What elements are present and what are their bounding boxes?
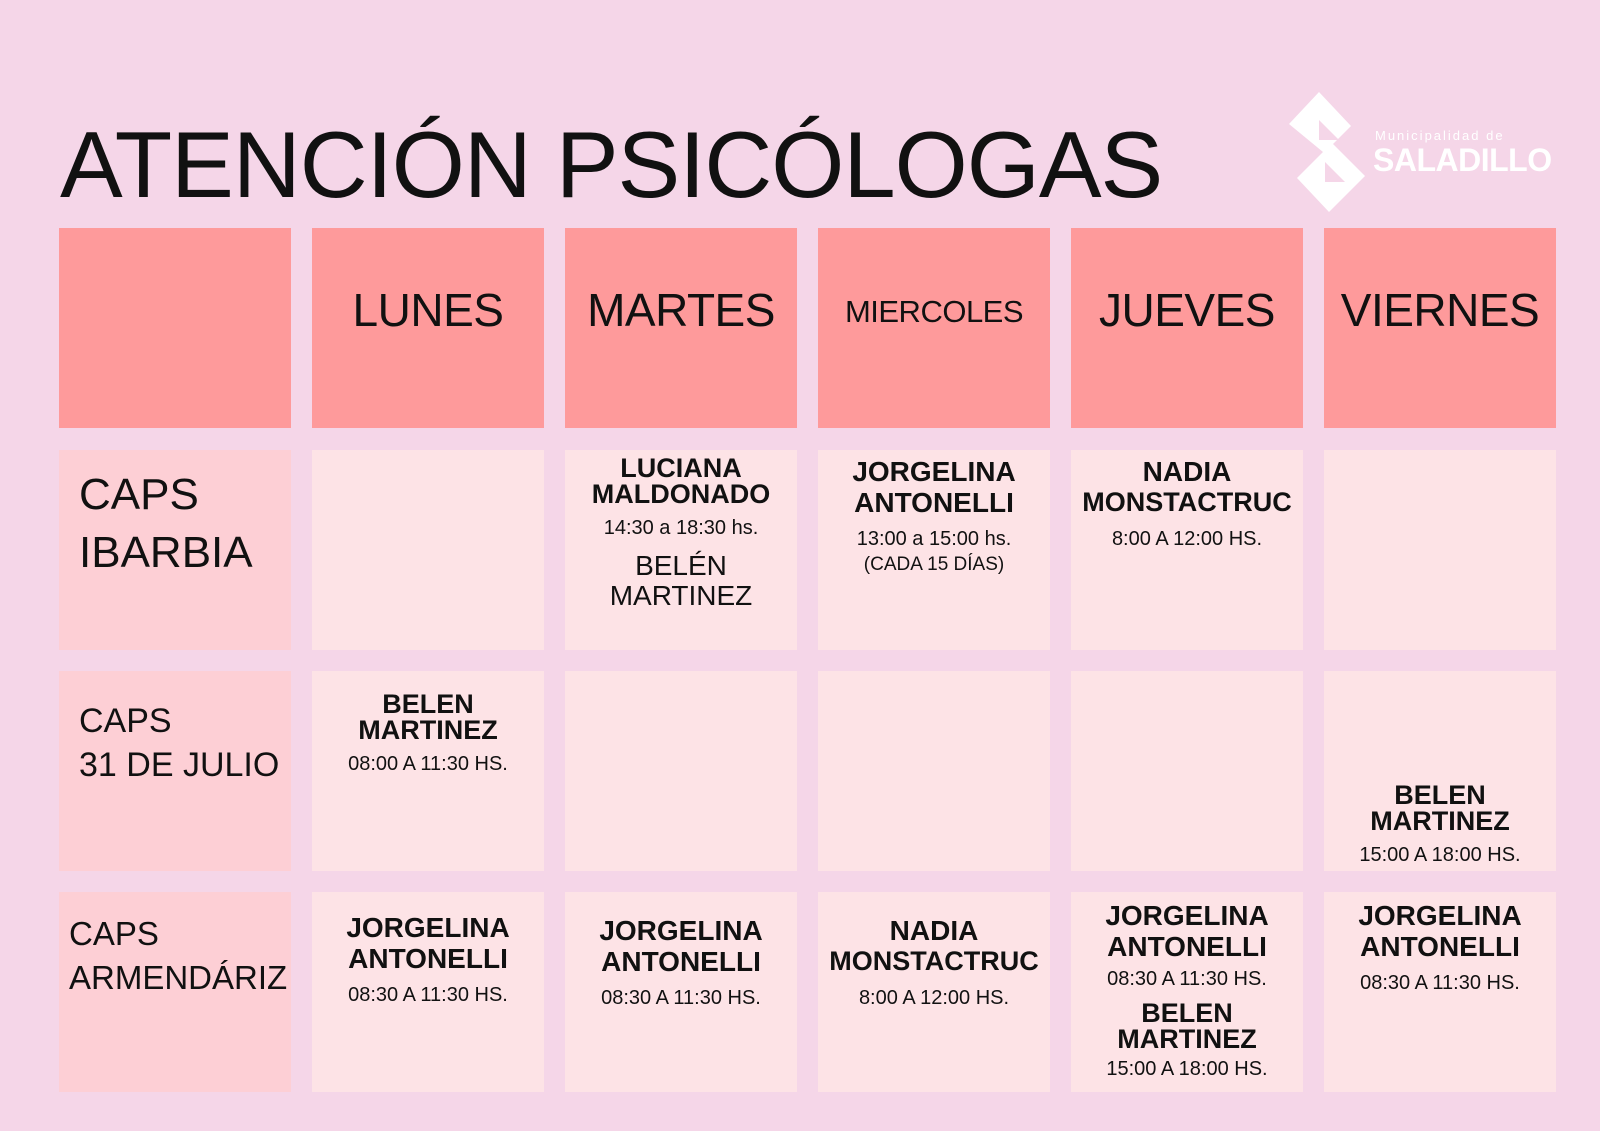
psychologist-name: JORGELINA <box>1105 900 1269 931</box>
schedule-hours: 8:00 A 12:00 HS. <box>1111 528 1263 550</box>
row-label-ibarbia: CAPS IBARBIA <box>59 450 291 650</box>
page-title: ATENCIÓN PSICÓLOGAS <box>60 112 1163 217</box>
cell-armendariz-viernes: JORGELINA ANTONELLI 08:30 A 11:30 HS. <box>1324 892 1556 1092</box>
saladillo-logo-icon <box>1289 92 1365 212</box>
cell-ibarbia-jueves: NADIA MONSTACTRUC 8:00 A 12:00 HS. <box>1071 450 1303 650</box>
header-martes-label: MARTES <box>587 284 775 336</box>
cell-julio-viernes: BELEN MARTINEZ 15:00 A 18:00 HS. <box>1324 671 1556 871</box>
psychologist-surname: MARTINEZ <box>1370 806 1510 836</box>
cell-armendariz-lunes: JORGELINA ANTONELLI 08:30 A 11:30 HS. <box>312 892 544 1092</box>
cell-ibarbia-viernes <box>1324 450 1556 650</box>
psychologist-surname: ANTONELLI <box>348 943 508 974</box>
cell-ibarbia-miercoles: JORGELINA ANTONELLI 13:00 a 15:00 hs. (C… <box>818 450 1050 650</box>
psychologist-surname: MARTINEZ <box>358 715 498 745</box>
psychologist-name: JORGELINA <box>346 912 510 943</box>
psychologist-name: BELEN <box>1394 780 1486 810</box>
header-viernes: VIERNES <box>1324 228 1556 428</box>
header-jueves: JUEVES <box>1071 228 1303 428</box>
schedule-note: (CADA 15 DÍAS) <box>863 554 1005 575</box>
cell-julio-miercoles <box>818 671 1050 871</box>
header-viernes-label: VIERNES <box>1340 284 1540 336</box>
header-miercoles-label: MIERCOLES <box>844 294 1024 329</box>
psychologist-surname: MONSTACTRUC <box>829 946 1039 976</box>
row-label-julio-line1: CAPS <box>79 702 172 740</box>
psychologist-surname: ANTONELLI <box>601 946 761 977</box>
psychologist-name: NADIA <box>1142 456 1232 487</box>
schedule-hours: 08:30 A 11:30 HS. <box>1360 972 1520 994</box>
cell-armendariz-miercoles: NADIA MONSTACTRUC 8:00 A 12:00 HS. <box>818 892 1050 1092</box>
header-miercoles: MIERCOLES <box>818 228 1050 428</box>
cell-julio-martes <box>565 671 797 871</box>
header-lunes-label: LUNES <box>352 284 504 336</box>
logo-small-text: Municipalidad de <box>1375 128 1505 143</box>
schedule-hours: 14:30 a 18:30 hs. <box>603 517 759 539</box>
psychologist-name: JORGELINA <box>852 456 1016 487</box>
psychologist-name: BELÉN <box>635 550 727 581</box>
cell-ibarbia-lunes <box>312 450 544 650</box>
header-lunes: LUNES <box>312 228 544 428</box>
cell-ibarbia-martes: LUCIANA MALDONADO 14:30 a 18:30 hs. BELÉ… <box>565 450 797 650</box>
logo-big-text: SALADILLO <box>1373 142 1552 178</box>
cell-julio-lunes: BELEN MARTINEZ 08:00 A 11:30 HS. <box>312 671 544 871</box>
psychologist-surname: MARTINEZ <box>609 580 753 611</box>
row-label-ibarbia-line2: IBARBIA <box>79 528 253 577</box>
cell-armendariz-jueves: JORGELINA ANTONELLI 08:30 A 11:30 HS. BE… <box>1071 892 1303 1092</box>
header-jueves-label: JUEVES <box>1099 284 1275 336</box>
header-martes: MARTES <box>565 228 797 428</box>
schedule-hours: 8:00 A 12:00 HS. <box>858 987 1010 1009</box>
cell-armendariz-martes: JORGELINA ANTONELLI 08:30 A 11:30 HS. <box>565 892 797 1092</box>
psychologist-name: JORGELINA <box>1358 900 1522 931</box>
psychologist-surname: MARTINEZ <box>1117 1024 1257 1054</box>
psychologist-name: NADIA <box>889 915 979 946</box>
row-label-armendariz: CAPS ARMENDÁRIZ <box>59 892 291 1092</box>
psychologist-name: BELEN <box>382 689 474 719</box>
row-label-armendariz-line2: ARMENDÁRIZ <box>69 959 288 996</box>
schedule-hours: 15:00 A 18:00 HS. <box>1359 844 1521 866</box>
schedule-hours: 08:00 A 11:30 HS. <box>348 753 508 775</box>
schedule-hours: 08:30 A 11:30 HS. <box>601 987 761 1009</box>
schedule-hours: 15:00 A 18:00 HS. <box>1106 1058 1268 1080</box>
row-label-armendariz-line1: CAPS <box>69 915 159 952</box>
psychologist-surname: ANTONELLI <box>1107 931 1267 962</box>
municipality-logo: Municipalidad de SALADILLO <box>1283 90 1552 215</box>
psychologist-surname: MONSTACTRUC <box>1082 487 1292 517</box>
psychologist-name: BELEN <box>1141 998 1233 1028</box>
row-label-31-de-julio: CAPS 31 DE JULIO <box>59 671 291 871</box>
psychologist-name: LUCIANA <box>620 453 742 483</box>
psychologist-name: JORGELINA <box>599 915 763 946</box>
psychologist-surname: ANTONELLI <box>854 487 1014 518</box>
schedule-hours: 13:00 a 15:00 hs. <box>856 528 1012 550</box>
schedule-hours: 08:30 A 11:30 HS. <box>348 984 508 1006</box>
psychologist-surname: ANTONELLI <box>1360 931 1520 962</box>
row-label-julio-line2: 31 DE JULIO <box>79 746 280 784</box>
header-corner <box>59 228 291 428</box>
row-label-ibarbia-line1: CAPS <box>79 470 199 519</box>
cell-julio-jueves <box>1071 671 1303 871</box>
psychologist-surname: MALDONADO <box>591 479 771 509</box>
schedule-hours: 08:30 A 11:30 HS. <box>1107 968 1267 990</box>
